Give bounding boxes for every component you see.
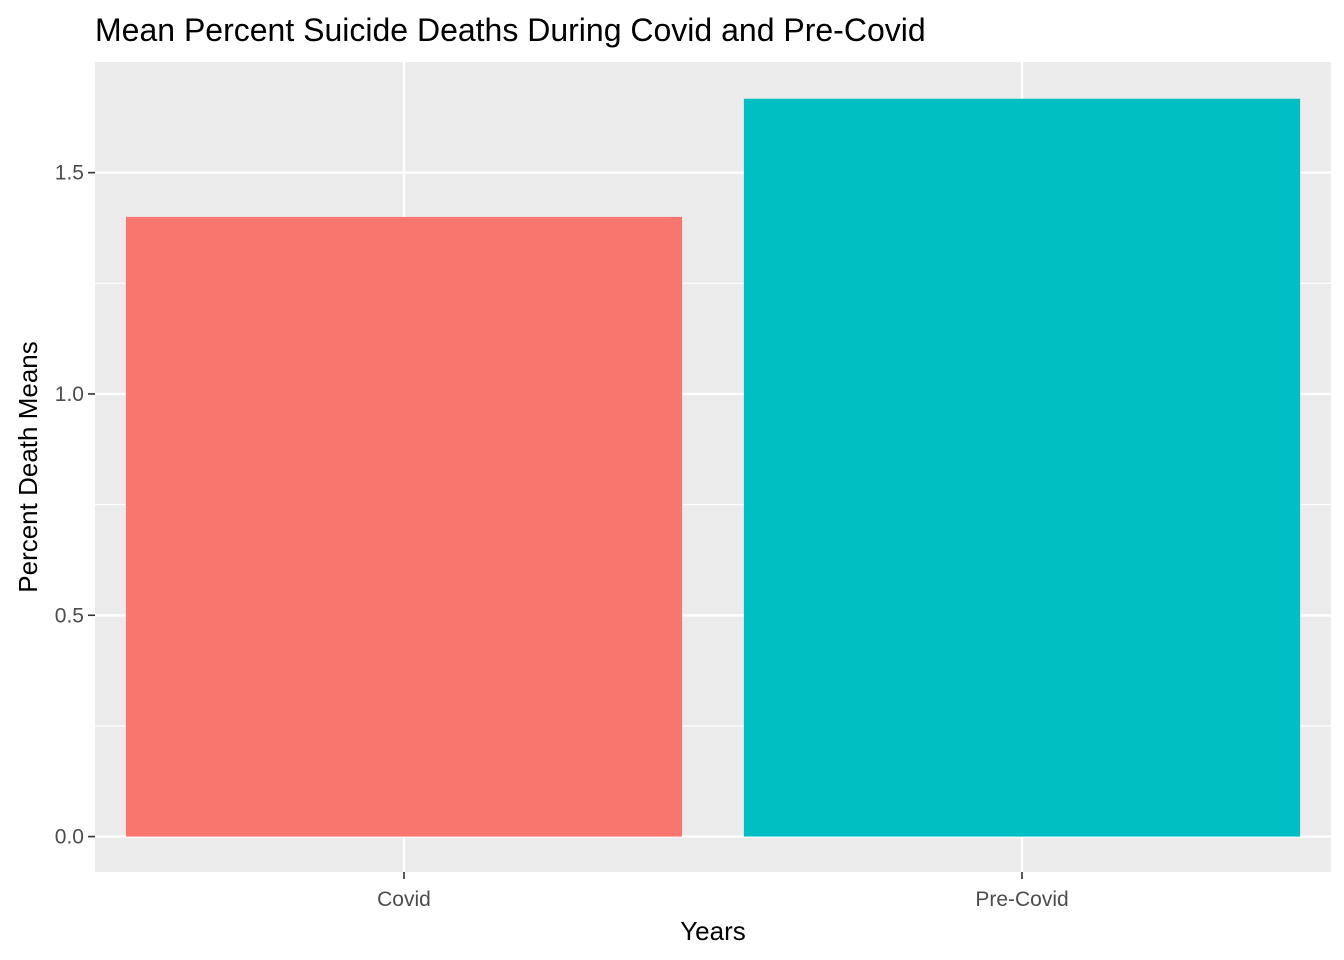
bar-pre-covid: [743, 98, 1301, 837]
y-axis: 0.0 0.5 1.0 1.5: [55, 162, 95, 849]
y-tick-label-0: 0.0: [55, 826, 84, 849]
x-axis: Covid Pre-Covid: [377, 872, 1069, 911]
x-tick-label-1: Pre-Covid: [975, 888, 1068, 911]
bar-covid: [125, 216, 683, 837]
bars: [125, 98, 1301, 837]
y-tick-label-3: 1.5: [55, 162, 84, 185]
y-tick-label-2: 1.0: [55, 383, 84, 406]
chart-title: Mean Percent Suicide Deaths During Covid…: [95, 12, 926, 48]
y-axis-title: Percent Death Means: [13, 341, 43, 592]
y-tick-label-1: 0.5: [55, 604, 84, 627]
x-tick-label-0: Covid: [377, 888, 431, 911]
x-axis-title: Years: [680, 916, 746, 946]
